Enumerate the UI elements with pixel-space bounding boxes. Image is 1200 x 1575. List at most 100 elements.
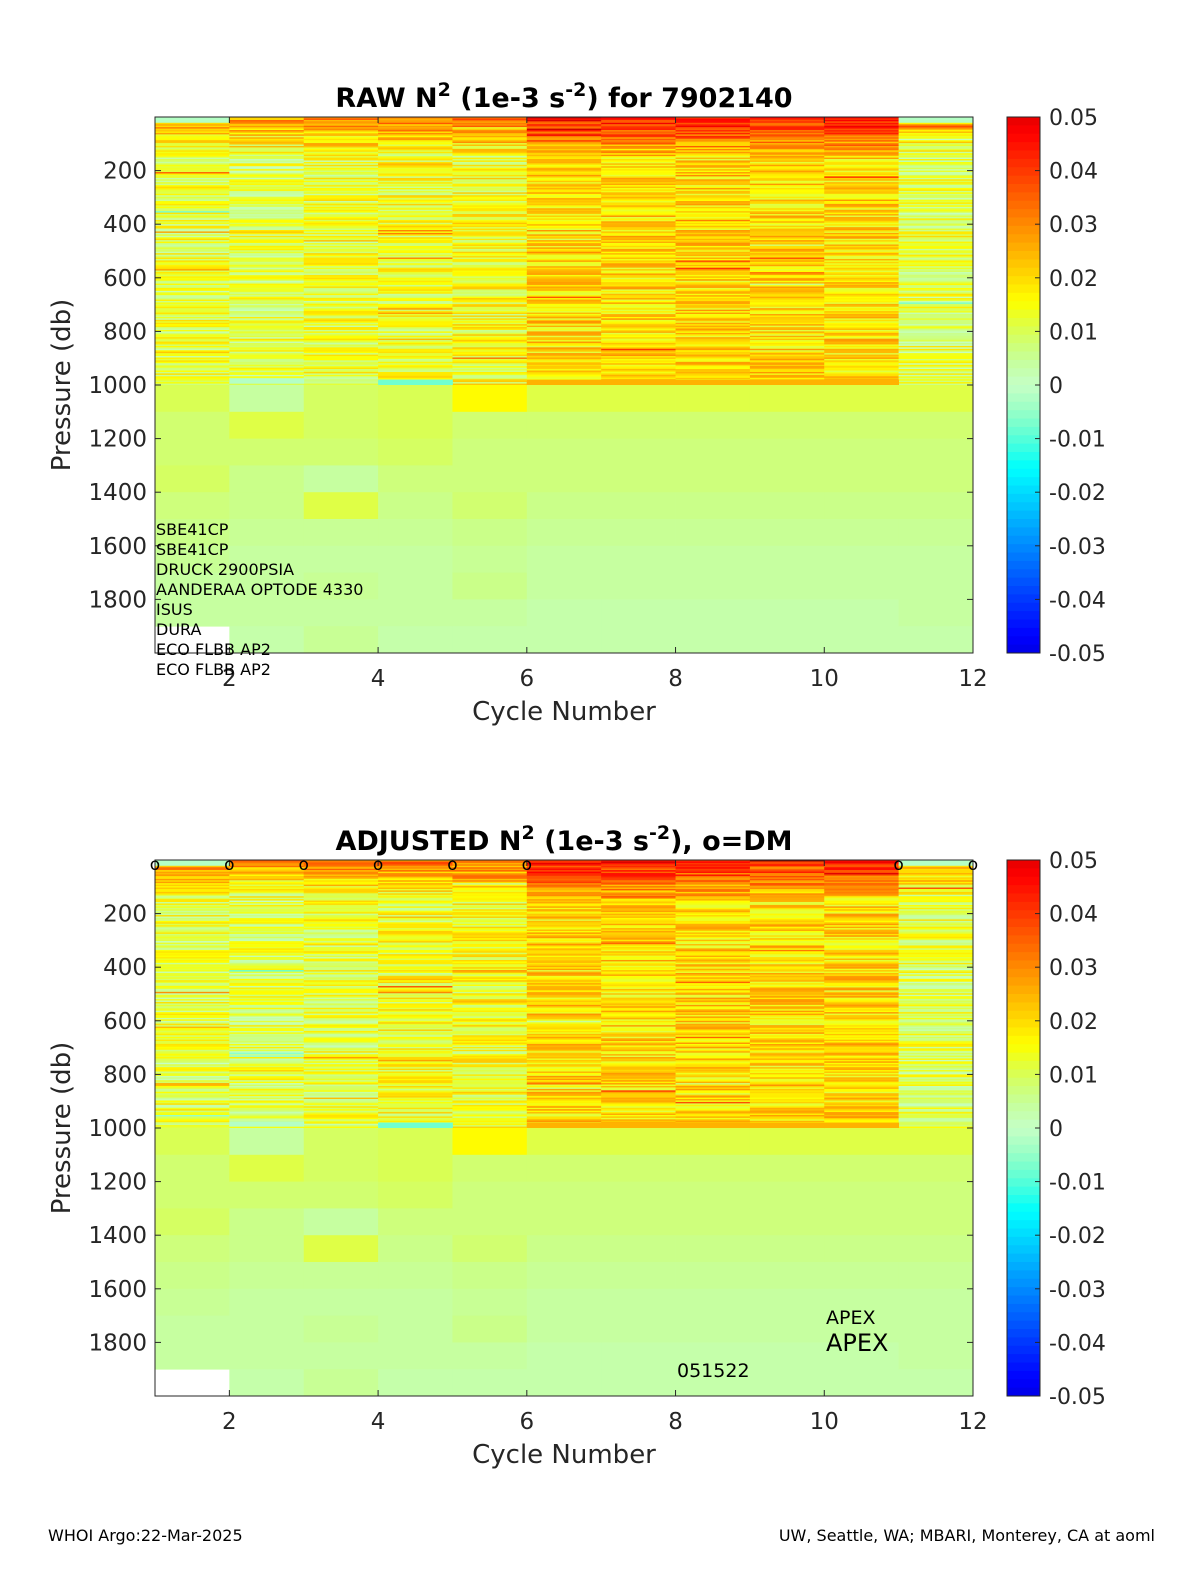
heatmap-cell xyxy=(675,309,751,312)
heatmap-cell xyxy=(898,1015,974,1017)
heatmap-cell xyxy=(749,942,825,945)
heatmap-cell xyxy=(749,873,825,875)
heatmap-cell xyxy=(749,308,825,311)
heatmap-cell xyxy=(601,163,676,166)
heatmap-cell xyxy=(749,327,825,329)
heatmap-cell xyxy=(526,926,602,929)
heatmap-cell xyxy=(749,1029,825,1032)
heatmap-cell xyxy=(824,996,900,999)
heatmap-cell xyxy=(824,946,900,949)
heatmap-cell xyxy=(749,1101,825,1104)
heatmap-cell xyxy=(601,121,676,124)
heatmap-cell xyxy=(526,955,602,958)
heatmap-cell xyxy=(898,1097,974,1100)
heatmap-cell xyxy=(303,1032,379,1035)
heatmap-cell xyxy=(675,1100,751,1103)
colorbar-step xyxy=(1007,1019,1040,1029)
heatmap-cell xyxy=(303,912,379,914)
heatmap-cell xyxy=(303,337,379,340)
heatmap-cell xyxy=(601,1235,676,1263)
heatmap-cell xyxy=(452,935,528,938)
heatmap-cell xyxy=(303,216,379,219)
heatmap-cell xyxy=(303,1090,379,1093)
heatmap-cell xyxy=(898,177,974,180)
heatmap-cell xyxy=(898,156,974,158)
heatmap-cell xyxy=(526,319,602,322)
heatmap-cell xyxy=(824,999,900,1001)
heatmap-cell xyxy=(824,166,900,169)
heatmap-cell xyxy=(155,925,230,928)
heatmap-cell xyxy=(824,227,900,229)
y-tick-label: 400 xyxy=(103,955,147,981)
heatmap-cell xyxy=(229,861,305,864)
heatmap-cell xyxy=(378,370,453,373)
heatmap-cell xyxy=(526,1030,602,1033)
heatmap-cell xyxy=(378,1109,453,1112)
heatmap-cell xyxy=(675,1062,751,1065)
colorbar-step xyxy=(1007,1295,1040,1305)
heatmap-cell xyxy=(898,1051,974,1054)
heatmap-cell xyxy=(601,274,676,277)
heatmap-cell xyxy=(229,1022,305,1025)
heatmap-cell xyxy=(898,626,974,654)
heatmap-cell xyxy=(452,293,528,296)
heatmap-cell xyxy=(452,195,528,198)
heatmap-cell xyxy=(675,1016,751,1019)
heatmap-cell xyxy=(526,360,602,363)
heatmap-cell xyxy=(601,1288,676,1316)
heatmap-cell xyxy=(675,353,751,355)
heatmap-cell xyxy=(452,1033,528,1036)
heatmap-cell xyxy=(601,248,676,251)
colorbar-step xyxy=(1007,560,1040,570)
heatmap-cell xyxy=(452,1181,528,1209)
heatmap-cell xyxy=(601,160,676,163)
heatmap-cell xyxy=(898,240,974,242)
heatmap-cell xyxy=(378,899,453,901)
heatmap-cell xyxy=(229,874,305,877)
heatmap-cell xyxy=(675,328,751,331)
heatmap-cell xyxy=(452,354,528,357)
colorbar-step xyxy=(1007,985,1040,995)
heatmap-cell xyxy=(675,981,751,984)
heatmap-cell xyxy=(898,1020,974,1023)
heatmap-cell xyxy=(452,289,528,292)
heatmap-cell xyxy=(824,1041,900,1043)
heatmap-cell xyxy=(229,1062,305,1065)
heatmap-cell xyxy=(526,241,602,244)
heatmap-cell xyxy=(303,984,379,987)
heatmap-cell xyxy=(749,1062,825,1065)
heatmap-cell xyxy=(155,1049,230,1052)
heatmap-cell xyxy=(378,180,453,183)
heatmap-cell xyxy=(601,954,676,957)
heatmap-cell xyxy=(824,364,900,367)
colorbar-step xyxy=(1007,577,1040,587)
heatmap-cell xyxy=(601,192,676,195)
heatmap-cell xyxy=(898,1103,974,1106)
heatmap-cell xyxy=(229,122,305,125)
heatmap-cell xyxy=(601,254,676,257)
heatmap-cell xyxy=(229,298,305,300)
heatmap-cell xyxy=(229,335,305,338)
heatmap-cell xyxy=(749,244,825,247)
heatmap-cell xyxy=(898,245,974,248)
heatmap-cell xyxy=(526,1342,602,1370)
heatmap-cell xyxy=(155,1003,230,1006)
heatmap-cell xyxy=(601,955,676,958)
heatmap-cell xyxy=(898,128,974,131)
heatmap-cell xyxy=(303,315,379,318)
heatmap-cell xyxy=(155,981,230,984)
heatmap-cell xyxy=(526,877,602,880)
heatmap-cell xyxy=(229,1154,305,1182)
heatmap-cell xyxy=(229,1083,305,1085)
heatmap-cell xyxy=(229,128,305,131)
heatmap-cell xyxy=(824,1019,900,1022)
heatmap-cell xyxy=(155,334,230,337)
heatmap-cell xyxy=(898,935,974,938)
heatmap-cell xyxy=(824,977,900,980)
heatmap-cell xyxy=(229,977,305,980)
heatmap-cell xyxy=(229,916,305,919)
colorbar-step xyxy=(1007,960,1040,970)
heatmap-cell xyxy=(229,880,305,883)
heatmap-cell xyxy=(749,1097,825,1100)
heatmap-cell xyxy=(229,154,305,157)
